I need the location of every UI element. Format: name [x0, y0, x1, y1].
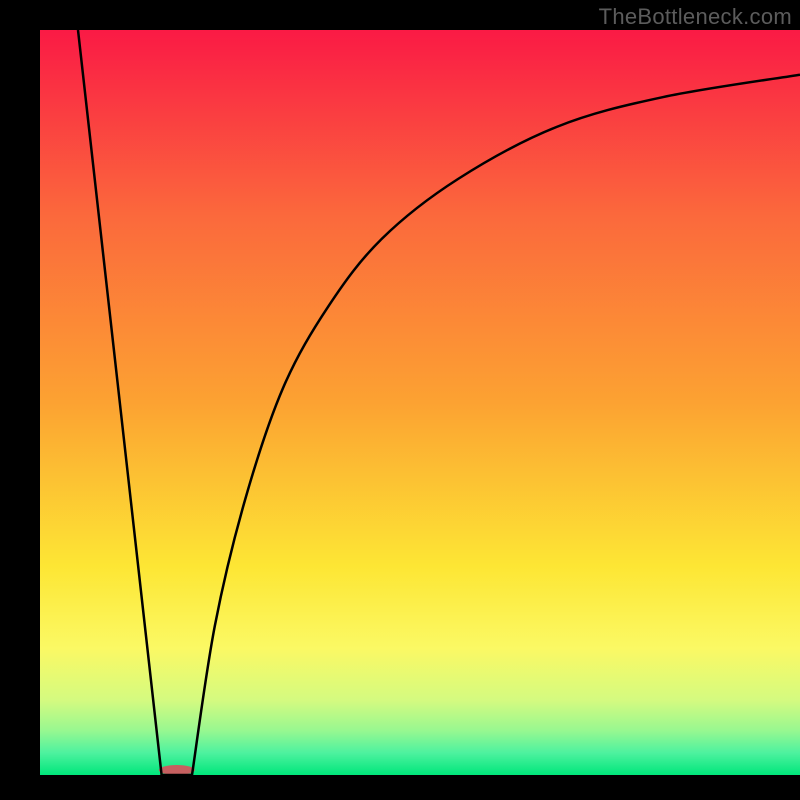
- v-curve-path: [78, 30, 800, 775]
- curve-layer: [40, 30, 800, 775]
- attribution-text: TheBottleneck.com: [599, 4, 792, 30]
- plot-area: [40, 30, 800, 775]
- minimum-marker: [159, 765, 195, 775]
- chart-container: TheBottleneck.com: [0, 0, 800, 800]
